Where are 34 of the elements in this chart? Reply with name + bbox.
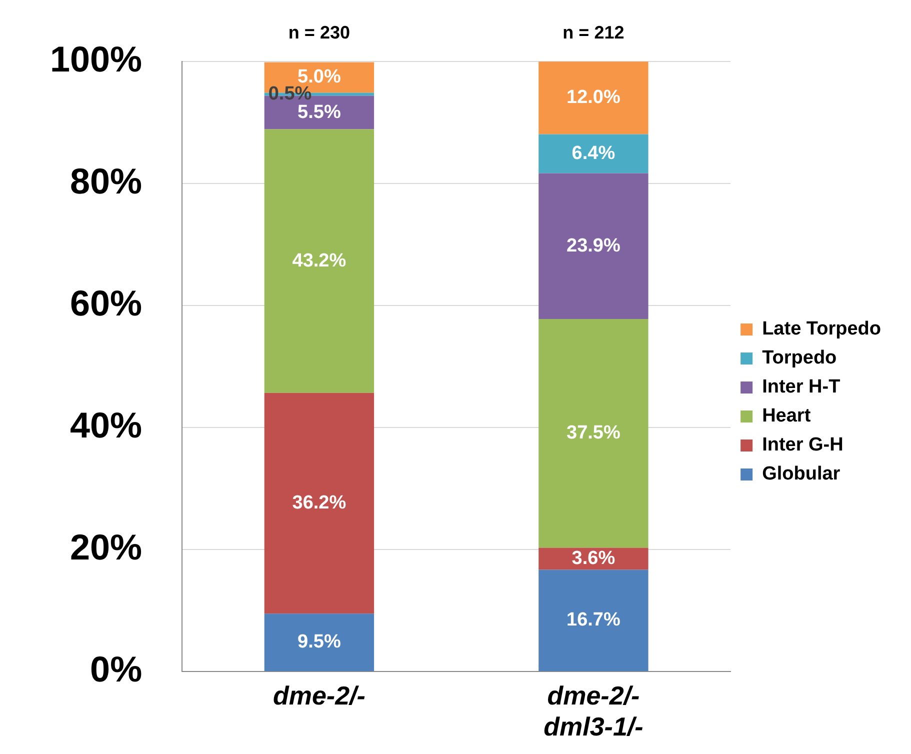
data-label: 23.9% (566, 235, 620, 256)
bar (538, 62, 648, 134)
x-tick-label: dme-2/- (272, 680, 366, 710)
legend-label: Inter G-H (762, 434, 844, 456)
bar (264, 129, 374, 393)
y-tick-label: 40% (70, 404, 142, 446)
legend-label: Heart (762, 406, 812, 427)
bar (264, 614, 374, 672)
bar (538, 570, 648, 672)
y-tick-label: 20% (70, 526, 142, 568)
data-label: 6.4% (572, 142, 616, 164)
data-label: 43.2% (292, 250, 346, 272)
bar (538, 173, 648, 320)
data-label: 12.0% (566, 86, 620, 108)
bar (538, 134, 648, 174)
data-label: 36.2% (292, 492, 346, 514)
y-tick-label: 0% (90, 648, 142, 690)
legend-label: Globular (762, 464, 841, 485)
bar (264, 392, 374, 614)
x-tick-label: dme-2/- dml3-1/- (544, 680, 644, 742)
data-label: 37.5% (566, 422, 620, 444)
data-label: 9.5% (298, 632, 341, 653)
legend-label: Late Torpedo (762, 318, 882, 340)
y-tick-label: 100% (50, 38, 142, 80)
y-tick-label: 60% (70, 282, 142, 324)
data-label: 3.6% (572, 548, 616, 569)
annotation: n = 230 (288, 22, 350, 43)
y-tick-label: 80% (70, 160, 142, 202)
legend-label: Inter H-T (762, 376, 841, 398)
data-label: 16.7% (566, 610, 620, 631)
bar (538, 319, 648, 548)
data-label: 5.5% (298, 102, 341, 123)
annotation: n = 212 (562, 22, 624, 43)
legend-label: Torpedo (762, 348, 837, 369)
